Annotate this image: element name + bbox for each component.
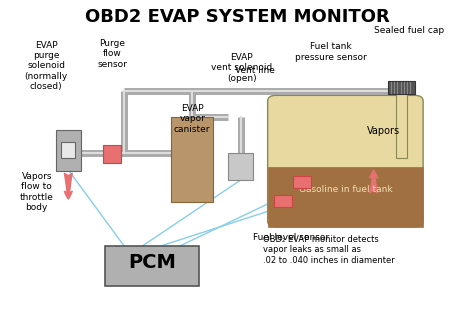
Text: Vapors
flow to
throttle
body: Vapors flow to throttle body (20, 172, 54, 212)
FancyBboxPatch shape (396, 92, 407, 158)
Text: Fuel level sensor: Fuel level sensor (254, 233, 329, 242)
FancyBboxPatch shape (268, 95, 423, 227)
FancyBboxPatch shape (228, 153, 254, 180)
Text: OBD₂ EVAP monitor detects
vapor leaks as small as
.02 to .040 inches in diamente: OBD₂ EVAP monitor detects vapor leaks as… (263, 235, 395, 264)
FancyBboxPatch shape (292, 176, 310, 188)
Text: EVAP
vent solenoid
(open): EVAP vent solenoid (open) (211, 53, 273, 83)
Text: Fuel tank
pressure sensor: Fuel tank pressure sensor (295, 42, 367, 62)
FancyBboxPatch shape (61, 142, 75, 158)
Text: PCM: PCM (128, 253, 176, 272)
Text: Vent line: Vent line (235, 66, 274, 75)
Text: Sealed fuel cap: Sealed fuel cap (374, 27, 444, 35)
Text: Vapors: Vapors (366, 126, 400, 137)
FancyBboxPatch shape (388, 81, 415, 94)
Text: Gasoline in fuel tank: Gasoline in fuel tank (299, 185, 392, 194)
FancyBboxPatch shape (105, 246, 199, 286)
FancyBboxPatch shape (171, 117, 213, 202)
FancyBboxPatch shape (274, 195, 292, 207)
FancyBboxPatch shape (103, 145, 120, 163)
Text: EVAP
purge
solenoid
(normally
closed): EVAP purge solenoid (normally closed) (25, 40, 68, 91)
FancyBboxPatch shape (268, 167, 423, 227)
Text: EVAP
vapor
canister: EVAP vapor canister (174, 104, 210, 134)
Text: Purge
flow
sensor: Purge flow sensor (97, 39, 127, 69)
FancyBboxPatch shape (55, 130, 82, 171)
Text: OBD2 EVAP SYSTEM MONITOR: OBD2 EVAP SYSTEM MONITOR (85, 8, 389, 26)
